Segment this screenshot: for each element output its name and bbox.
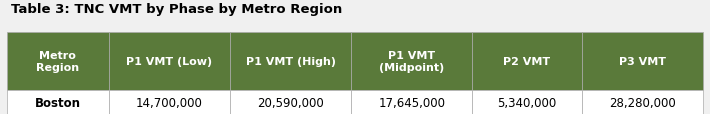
Bar bbox=[7, 33, 109, 90]
Bar bbox=[581, 33, 703, 90]
Text: P1 VMT
(Midpoint): P1 VMT (Midpoint) bbox=[379, 51, 444, 72]
Bar bbox=[351, 33, 472, 90]
Bar bbox=[230, 33, 351, 90]
Text: P1 VMT (High): P1 VMT (High) bbox=[246, 56, 336, 66]
Bar bbox=[7, 90, 109, 114]
Text: Boston: Boston bbox=[35, 96, 81, 109]
Text: P3 VMT: P3 VMT bbox=[619, 56, 666, 66]
Bar bbox=[109, 90, 230, 114]
Bar bbox=[581, 90, 703, 114]
Bar bbox=[472, 90, 581, 114]
Text: 14,700,000: 14,700,000 bbox=[136, 96, 203, 109]
Bar bbox=[109, 33, 230, 90]
Text: P1 VMT (Low): P1 VMT (Low) bbox=[126, 56, 212, 66]
Text: P2 VMT: P2 VMT bbox=[503, 56, 550, 66]
Text: Table 3: TNC VMT by Phase by Metro Region: Table 3: TNC VMT by Phase by Metro Regio… bbox=[11, 3, 342, 16]
Bar bbox=[472, 33, 581, 90]
Bar bbox=[230, 90, 351, 114]
Text: 20,590,000: 20,590,000 bbox=[257, 96, 324, 109]
Text: 5,340,000: 5,340,000 bbox=[498, 96, 557, 109]
Text: Metro
Region: Metro Region bbox=[36, 51, 80, 72]
Text: 28,280,000: 28,280,000 bbox=[609, 96, 676, 109]
Bar bbox=[351, 90, 472, 114]
Text: 17,645,000: 17,645,000 bbox=[378, 96, 445, 109]
